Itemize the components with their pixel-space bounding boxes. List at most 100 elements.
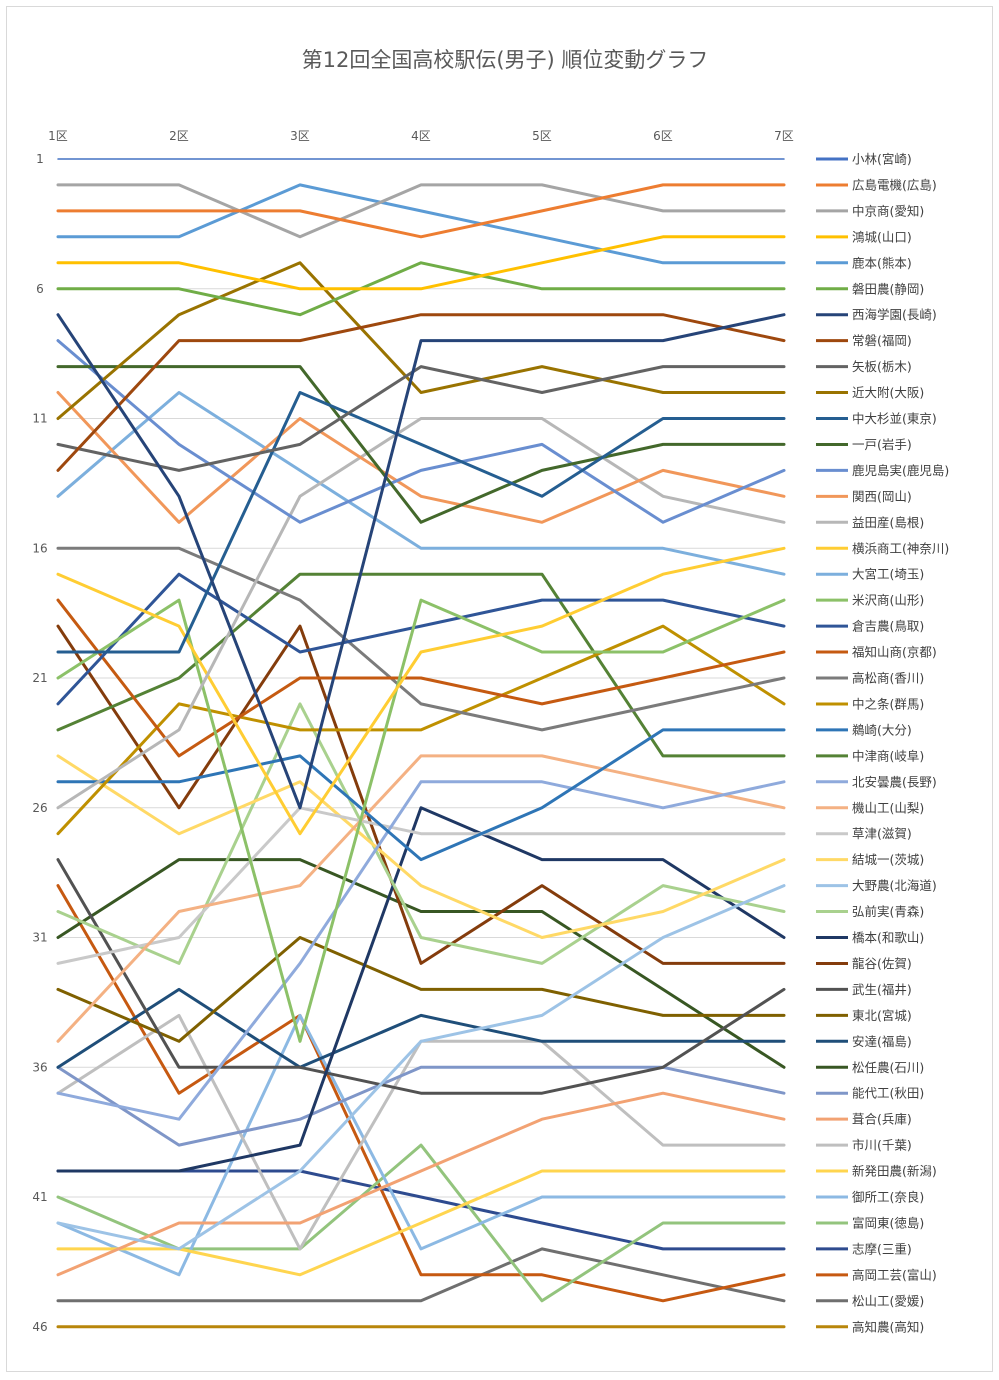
series-line <box>56 546 786 836</box>
legend-label: 弘前実(青森) <box>852 904 924 919</box>
legend-label: 高知農(高知) <box>852 1319 924 1334</box>
series-line <box>56 261 786 420</box>
series-line <box>56 754 786 1043</box>
series-line <box>56 780 786 1121</box>
series-line <box>56 572 786 706</box>
y-tick-label: 16 <box>32 541 47 555</box>
x-tick-label: 6区 <box>653 129 673 143</box>
legend-label: 益田産(島根) <box>852 515 924 530</box>
y-tick-label: 31 <box>32 931 47 945</box>
series-line <box>56 391 786 576</box>
legend-label: 米沢商(山形) <box>852 593 924 608</box>
legend-label: 松山工(愛媛) <box>852 1293 924 1308</box>
legend-label: 大宮工(埼玉) <box>852 567 924 582</box>
legend-label: 鹿児島実(鹿児島) <box>852 463 949 478</box>
series-line <box>56 884 786 1303</box>
series-line <box>56 417 786 810</box>
series-line <box>56 1169 786 1251</box>
x-tick-label: 5区 <box>532 129 552 143</box>
legend-label: 大野農(北海道) <box>852 878 937 893</box>
legend-label: 横浜商工(神奈川) <box>852 541 949 556</box>
series-line <box>56 624 786 836</box>
series-line <box>56 1065 786 1147</box>
y-tick-label: 36 <box>32 1060 47 1074</box>
series-line <box>56 183 786 239</box>
series-line <box>56 1091 786 1277</box>
legend-label: 東北(宮城) <box>852 1008 912 1023</box>
y-tick-label: 26 <box>32 801 47 815</box>
series-line <box>56 1013 786 1277</box>
legend-label: 龍谷(佐賀) <box>852 956 912 971</box>
x-tick-label: 3区 <box>290 129 310 143</box>
legend-label: 松任農(石川) <box>852 1060 924 1075</box>
legend-label: 中京商(愛知) <box>852 203 924 218</box>
legend-label: 中津商(岐阜) <box>852 748 924 763</box>
series-line <box>56 936 786 1043</box>
series-line <box>56 806 786 965</box>
series-line <box>56 858 786 1069</box>
legend-label: 関西(岡山) <box>852 489 912 504</box>
series-line <box>56 313 786 472</box>
series-line <box>56 235 786 291</box>
legend-label: 小林(宮崎) <box>852 152 912 167</box>
legend-label: 富岡東(徳島) <box>852 1215 924 1230</box>
legend-label: 中之条(群馬) <box>852 696 924 711</box>
legend-label: 矢板(栃木) <box>852 359 912 374</box>
series-line <box>56 858 786 1095</box>
series-line <box>56 313 786 810</box>
y-tick-label: 1 <box>36 152 44 166</box>
grid-lines <box>58 158 784 1328</box>
x-tick-label: 7区 <box>774 129 794 143</box>
legend-label: 新発田農(新潟) <box>852 1164 937 1179</box>
x-tick-label: 1区 <box>48 129 68 143</box>
legend-label: 高松商(香川) <box>852 671 924 686</box>
series-line <box>56 754 786 939</box>
legend-label: 中大杉並(東京) <box>852 411 937 426</box>
legend-label: 結城一(茨城) <box>852 852 924 867</box>
legend-label: 葺合(兵庫) <box>852 1112 912 1127</box>
legend-label: 能代工(秋田) <box>852 1086 924 1101</box>
y-tick-label: 41 <box>32 1190 47 1204</box>
chart-title: 第12回全国高校駅伝(男子) 順位変動グラフ <box>302 48 709 72</box>
legend-label: 御所工(奈良) <box>852 1190 924 1205</box>
legend-label: 西海学園(長崎) <box>852 307 937 322</box>
series-line <box>56 624 786 965</box>
y-tick-label: 11 <box>32 412 47 426</box>
legend-label: 一戸(岩手) <box>852 437 912 452</box>
series-line <box>56 884 786 1251</box>
legend-label: 機山工(山梨) <box>852 800 924 815</box>
series-lines <box>56 158 786 1329</box>
legend-label: 磐田農(静岡) <box>852 281 924 296</box>
y-tick-label: 21 <box>32 671 47 685</box>
legend-label: 武生(福井) <box>852 982 912 997</box>
legend-label: 福知山商(京都) <box>852 645 937 660</box>
series-line <box>56 598 786 1043</box>
chart-frame <box>6 6 993 1372</box>
legend-label: 鵜崎(大分) <box>852 722 912 737</box>
series-line <box>56 391 786 654</box>
series-line <box>56 1013 786 1251</box>
legend-label: 北安曇農(長野) <box>852 774 937 789</box>
series-line <box>56 183 786 239</box>
legend-label: 鹿本(熊本) <box>852 255 912 270</box>
series-line <box>56 702 786 965</box>
y-tick-label: 46 <box>32 1320 47 1334</box>
legend-label: 市川(千葉) <box>852 1138 912 1153</box>
series-line <box>56 572 786 758</box>
series-line <box>56 261 786 317</box>
legend-label: 草津(滋賀) <box>852 826 912 841</box>
legend-label: 鴻城(山口) <box>852 229 912 244</box>
y-tick-label: 6 <box>36 282 44 296</box>
series-line <box>56 339 786 524</box>
legend-label: 高岡工芸(富山) <box>852 1267 937 1282</box>
series-line <box>56 806 786 1173</box>
series-line <box>56 391 786 524</box>
legend-label: 近大附(大阪) <box>852 385 924 400</box>
series-line <box>56 365 786 524</box>
series-line <box>56 728 786 862</box>
legend-label: 常磐(福岡) <box>852 333 912 348</box>
legend-label: 安達(福島) <box>852 1034 912 1049</box>
legend-label: 倉吉農(鳥取) <box>852 619 924 634</box>
